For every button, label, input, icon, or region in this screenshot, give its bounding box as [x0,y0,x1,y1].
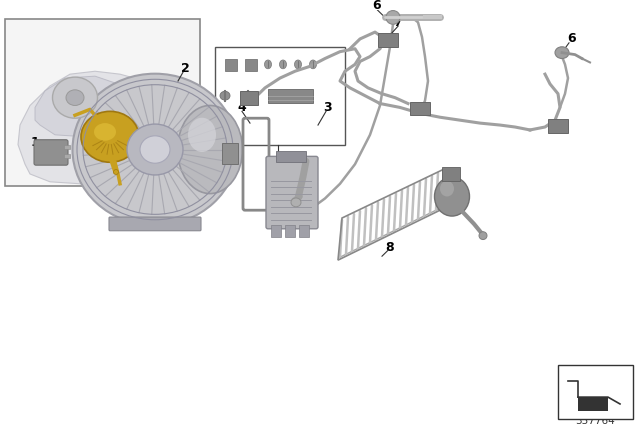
Bar [222,142,238,164]
Bar [442,167,460,181]
Bar [268,89,313,103]
Bar [378,33,398,47]
Ellipse shape [280,60,287,69]
FancyBboxPatch shape [109,217,201,231]
Ellipse shape [188,118,216,152]
Bar [271,225,281,237]
Bar [410,102,430,115]
Ellipse shape [177,105,243,194]
Bar [64,145,70,149]
FancyBboxPatch shape [266,156,318,229]
Text: 6: 6 [568,32,576,45]
Text: 4: 4 [237,101,246,114]
Ellipse shape [72,73,237,225]
Bar [285,225,295,237]
Ellipse shape [243,91,253,100]
Ellipse shape [140,136,170,163]
Ellipse shape [435,177,470,216]
Ellipse shape [220,91,230,100]
Bar [276,151,306,162]
Text: 5: 5 [303,189,312,202]
Text: 2: 2 [180,62,189,75]
Bar [558,365,633,418]
Ellipse shape [127,124,183,175]
Ellipse shape [294,60,301,69]
Ellipse shape [479,232,487,240]
Ellipse shape [264,60,271,69]
Ellipse shape [440,181,454,197]
Ellipse shape [310,60,317,69]
Ellipse shape [113,170,118,174]
Ellipse shape [386,11,400,24]
Bar [225,60,237,71]
Bar [548,119,568,133]
Bar [245,60,257,71]
Ellipse shape [167,151,177,161]
Text: 7: 7 [394,16,403,29]
Polygon shape [35,76,128,137]
Text: 357764: 357764 [575,416,615,426]
Ellipse shape [555,47,569,59]
Bar [578,397,608,411]
Ellipse shape [291,198,301,207]
Ellipse shape [81,112,139,162]
Text: 3: 3 [324,101,332,114]
Ellipse shape [66,90,84,105]
Text: 6: 6 [372,0,381,12]
Ellipse shape [94,123,116,141]
Bar [215,47,345,145]
Text: 9: 9 [274,159,282,172]
FancyBboxPatch shape [34,140,68,165]
Text: 1: 1 [31,136,40,149]
Bar [299,225,309,237]
Ellipse shape [52,77,97,118]
Bar [240,91,258,104]
Text: 8: 8 [386,241,394,254]
Bar [5,19,200,186]
Bar [64,155,70,158]
Polygon shape [18,71,165,184]
